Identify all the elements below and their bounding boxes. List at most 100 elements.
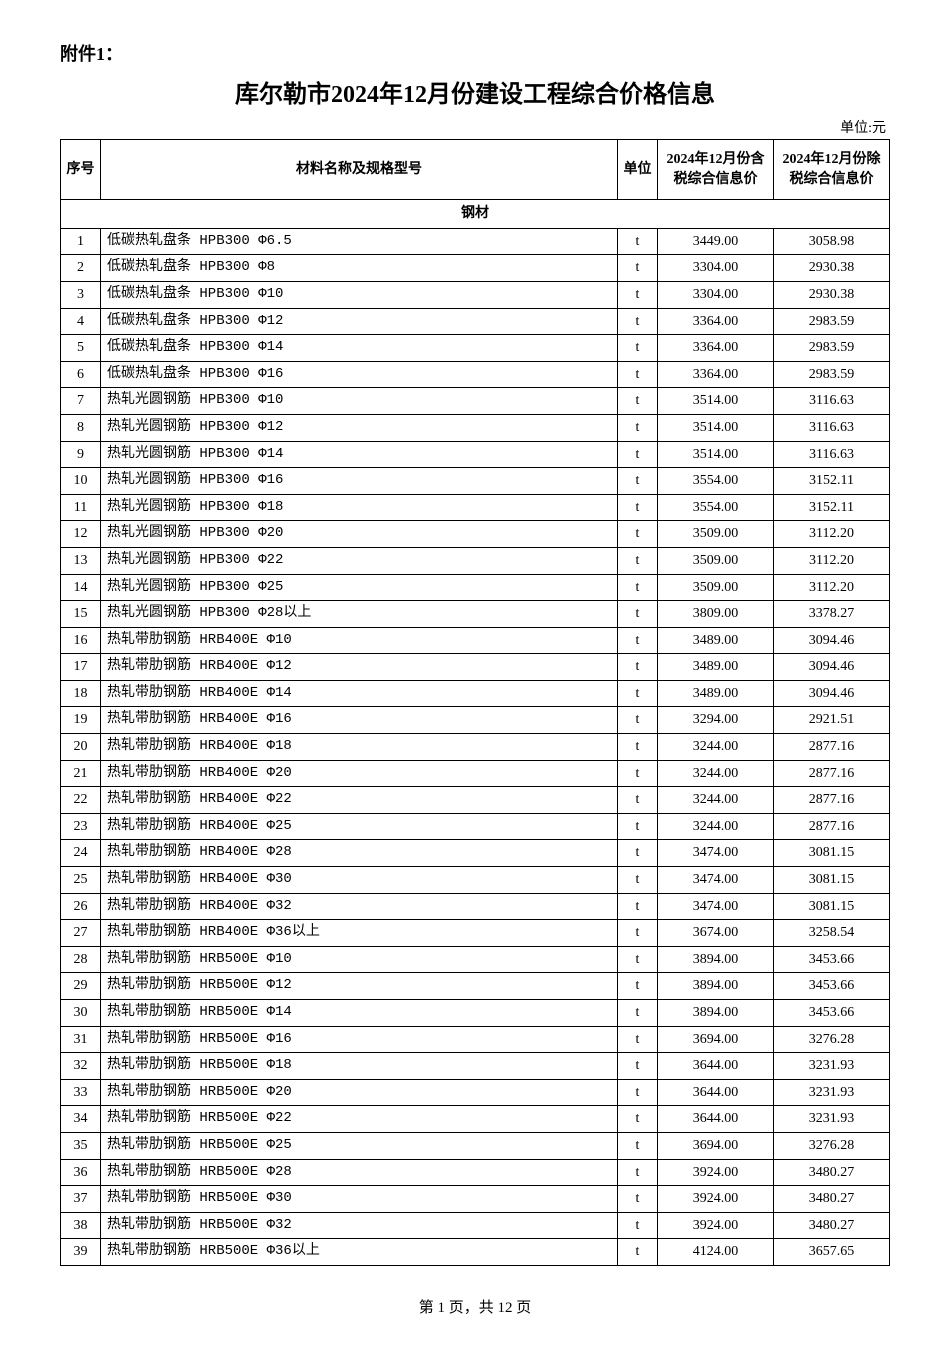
cell-seq: 7	[61, 388, 101, 415]
cell-name: 热轧带肋钢筋 HRB500E Φ14	[101, 1000, 618, 1027]
cell-excl: 2930.38	[774, 255, 890, 282]
cell-seq: 19	[61, 707, 101, 734]
table-row: 39热轧带肋钢筋 HRB500E Φ36以上t4124.003657.65	[61, 1239, 890, 1266]
table-row: 21热轧带肋钢筋 HRB400E Φ20t3244.002877.16	[61, 760, 890, 787]
cell-name: 热轧带肋钢筋 HRB500E Φ36以上	[101, 1239, 618, 1266]
cell-name: 热轧带肋钢筋 HRB400E Φ30	[101, 867, 618, 894]
cell-incl: 3509.00	[658, 574, 774, 601]
table-row: 4低碳热轧盘条 HPB300 Φ12t3364.002983.59	[61, 308, 890, 335]
page-title: 库尔勒市2024年12月份建设工程综合价格信息	[60, 74, 890, 109]
table-row: 34热轧带肋钢筋 HRB500E Φ22t3644.003231.93	[61, 1106, 890, 1133]
cell-excl: 2877.16	[774, 787, 890, 814]
table-row: 31热轧带肋钢筋 HRB500E Φ16t3694.003276.28	[61, 1026, 890, 1053]
cell-incl: 3304.00	[658, 255, 774, 282]
cell-excl: 3453.66	[774, 946, 890, 973]
cell-unit: t	[618, 335, 658, 362]
cell-seq: 13	[61, 547, 101, 574]
table-row: 38热轧带肋钢筋 HRB500E Φ32t3924.003480.27	[61, 1212, 890, 1239]
table-row: 26热轧带肋钢筋 HRB400E Φ32t3474.003081.15	[61, 893, 890, 920]
cell-seq: 25	[61, 867, 101, 894]
cell-incl: 3474.00	[658, 867, 774, 894]
table-row: 29热轧带肋钢筋 HRB500E Φ12t3894.003453.66	[61, 973, 890, 1000]
cell-unit: t	[618, 494, 658, 521]
cell-unit: t	[618, 1159, 658, 1186]
cell-unit: t	[618, 946, 658, 973]
cell-incl: 4124.00	[658, 1239, 774, 1266]
unit-label: 单位:元	[60, 117, 890, 137]
cell-seq: 18	[61, 680, 101, 707]
table-row: 16热轧带肋钢筋 HRB400E Φ10t3489.003094.46	[61, 627, 890, 654]
cell-incl: 3809.00	[658, 601, 774, 628]
cell-name: 热轧光圆钢筋 HPB300 Φ12	[101, 414, 618, 441]
cell-name: 热轧带肋钢筋 HRB400E Φ25	[101, 813, 618, 840]
cell-seq: 11	[61, 494, 101, 521]
cell-seq: 23	[61, 813, 101, 840]
cell-name: 低碳热轧盘条 HPB300 Φ16	[101, 361, 618, 388]
cell-unit: t	[618, 255, 658, 282]
table-row: 20热轧带肋钢筋 HRB400E Φ18t3244.002877.16	[61, 734, 890, 761]
cell-name: 热轧光圆钢筋 HPB300 Φ22	[101, 547, 618, 574]
cell-name: 热轧带肋钢筋 HRB400E Φ32	[101, 893, 618, 920]
table-row: 13热轧光圆钢筋 HPB300 Φ22t3509.003112.20	[61, 547, 890, 574]
cell-name: 热轧带肋钢筋 HRB500E Φ32	[101, 1212, 618, 1239]
cell-seq: 16	[61, 627, 101, 654]
cell-unit: t	[618, 867, 658, 894]
cell-seq: 22	[61, 787, 101, 814]
table-row: 11热轧光圆钢筋 HPB300 Φ18t3554.003152.11	[61, 494, 890, 521]
cell-excl: 3081.15	[774, 867, 890, 894]
cell-name: 热轧带肋钢筋 HRB500E Φ30	[101, 1186, 618, 1213]
cell-seq: 12	[61, 521, 101, 548]
table-row: 3低碳热轧盘条 HPB300 Φ10t3304.002930.38	[61, 281, 890, 308]
section-title: 钢材	[61, 200, 890, 229]
cell-incl: 3489.00	[658, 654, 774, 681]
cell-unit: t	[618, 627, 658, 654]
price-table: 序号 材料名称及规格型号 单位 2024年12月份含税综合信息价 2024年12…	[60, 139, 890, 1266]
cell-unit: t	[618, 920, 658, 947]
cell-incl: 3894.00	[658, 973, 774, 1000]
table-row: 2低碳热轧盘条 HPB300 Φ8t3304.002930.38	[61, 255, 890, 282]
section-row: 钢材	[61, 200, 890, 229]
cell-unit: t	[618, 760, 658, 787]
attachment-label: 附件1：	[60, 40, 890, 66]
cell-incl: 3244.00	[658, 787, 774, 814]
cell-unit: t	[618, 228, 658, 255]
cell-unit: t	[618, 893, 658, 920]
cell-unit: t	[618, 468, 658, 495]
cell-incl: 3694.00	[658, 1026, 774, 1053]
cell-name: 热轧带肋钢筋 HRB400E Φ14	[101, 680, 618, 707]
cell-unit: t	[618, 361, 658, 388]
cell-excl: 2983.59	[774, 335, 890, 362]
cell-excl: 3081.15	[774, 840, 890, 867]
cell-excl: 2877.16	[774, 760, 890, 787]
cell-incl: 3244.00	[658, 734, 774, 761]
table-row: 12热轧光圆钢筋 HPB300 Φ20t3509.003112.20	[61, 521, 890, 548]
cell-unit: t	[618, 787, 658, 814]
cell-excl: 3378.27	[774, 601, 890, 628]
col-header-price-excl: 2024年12月份除税综合信息价	[774, 140, 890, 200]
cell-name: 热轧带肋钢筋 HRB400E Φ16	[101, 707, 618, 734]
cell-unit: t	[618, 1026, 658, 1053]
cell-seq: 24	[61, 840, 101, 867]
cell-name: 热轧光圆钢筋 HPB300 Φ16	[101, 468, 618, 495]
cell-incl: 3694.00	[658, 1132, 774, 1159]
cell-excl: 2983.59	[774, 308, 890, 335]
cell-name: 低碳热轧盘条 HPB300 Φ8	[101, 255, 618, 282]
cell-name: 热轧光圆钢筋 HPB300 Φ14	[101, 441, 618, 468]
cell-unit: t	[618, 1106, 658, 1133]
cell-name: 热轧带肋钢筋 HRB400E Φ20	[101, 760, 618, 787]
cell-seq: 38	[61, 1212, 101, 1239]
cell-excl: 3276.28	[774, 1132, 890, 1159]
cell-incl: 3514.00	[658, 388, 774, 415]
cell-name: 热轧光圆钢筋 HPB300 Φ20	[101, 521, 618, 548]
cell-unit: t	[618, 414, 658, 441]
cell-unit: t	[618, 654, 658, 681]
cell-name: 热轧带肋钢筋 HRB500E Φ28	[101, 1159, 618, 1186]
cell-incl: 3894.00	[658, 946, 774, 973]
cell-incl: 3244.00	[658, 760, 774, 787]
cell-name: 热轧带肋钢筋 HRB500E Φ20	[101, 1079, 618, 1106]
cell-seq: 31	[61, 1026, 101, 1053]
cell-excl: 3231.93	[774, 1053, 890, 1080]
cell-incl: 3924.00	[658, 1159, 774, 1186]
cell-name: 热轧带肋钢筋 HRB400E Φ36以上	[101, 920, 618, 947]
cell-incl: 3449.00	[658, 228, 774, 255]
